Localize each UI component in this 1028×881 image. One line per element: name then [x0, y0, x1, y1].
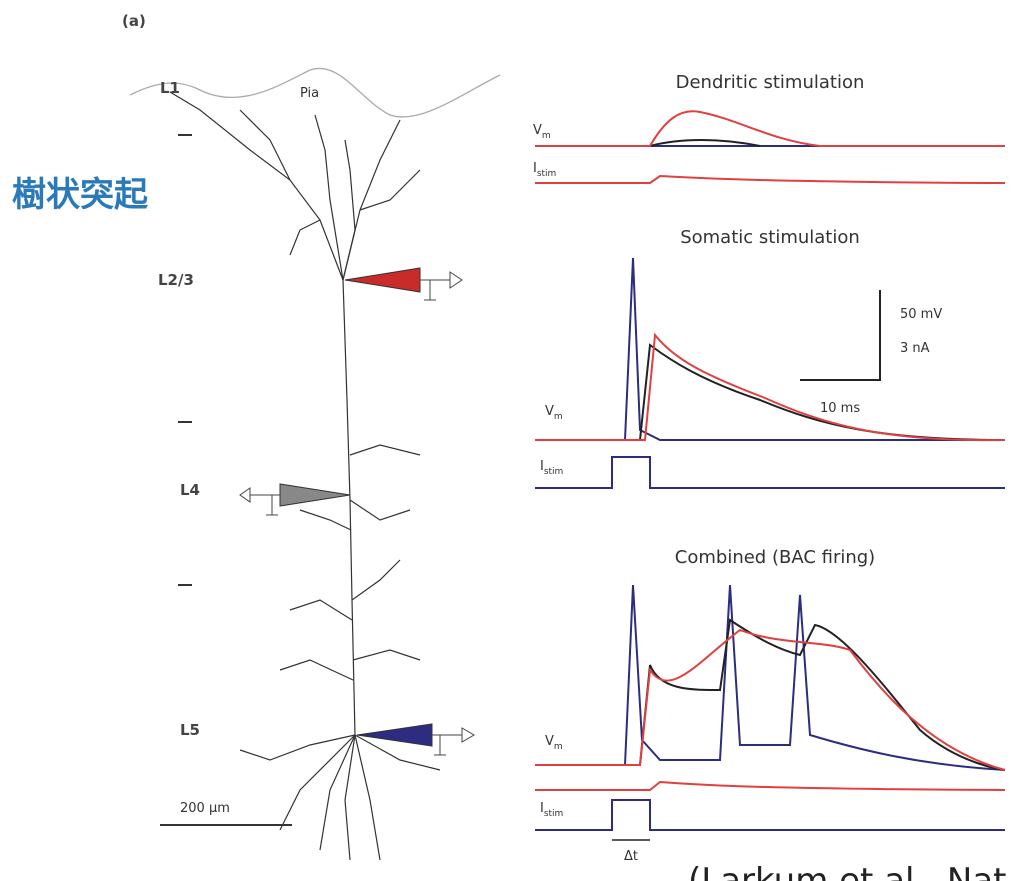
panel-label: (a)	[122, 12, 146, 30]
svg-text:Vm: Vm	[533, 123, 551, 141]
layer-label: L5	[180, 721, 200, 739]
pia-label: Pia	[300, 86, 319, 101]
delta-t: Δt	[624, 849, 638, 864]
annotation: 樹状突起	[12, 175, 149, 215]
layer-label: L1	[160, 79, 180, 97]
istim-sub: stim	[544, 809, 564, 819]
istim-sub: stim	[544, 467, 564, 477]
trace-labels: Vm Istim Vm Istim Vm Istim	[533, 123, 563, 819]
vm-label: V	[533, 123, 542, 138]
figure: (a) L1 Pia L2/3 L4 L	[0, 0, 1028, 881]
vm-sub: m	[554, 412, 563, 422]
panel-title: Combined (BAC firing)	[675, 547, 875, 568]
citation: (Larkum et al., Nat	[688, 861, 1007, 881]
scale-label: 50 mV	[900, 307, 942, 322]
panel-title: Dendritic stimulation	[676, 72, 865, 93]
vm-sub: m	[554, 742, 563, 752]
neuron	[130, 68, 500, 860]
svg-text:Istim: Istim	[540, 801, 563, 819]
svg-text:Istim: Istim	[533, 161, 556, 179]
svg-text:Vm: Vm	[545, 404, 563, 422]
scale-label: 10 ms	[820, 401, 860, 416]
layer-label: L2/3	[158, 271, 194, 289]
svg-text:Istim: Istim	[540, 459, 563, 477]
svg-text:Vm: Vm	[545, 734, 563, 752]
istim-sub: stim	[537, 169, 557, 179]
panel-title: Somatic stimulation	[680, 227, 860, 248]
vm-sub: m	[542, 131, 551, 141]
layer-label: L4	[180, 481, 200, 499]
vm-label: V	[545, 734, 554, 749]
vm-label: V	[545, 404, 554, 419]
scale-label: 3 nA	[900, 341, 930, 356]
scale-label: 200 μm	[180, 801, 230, 816]
